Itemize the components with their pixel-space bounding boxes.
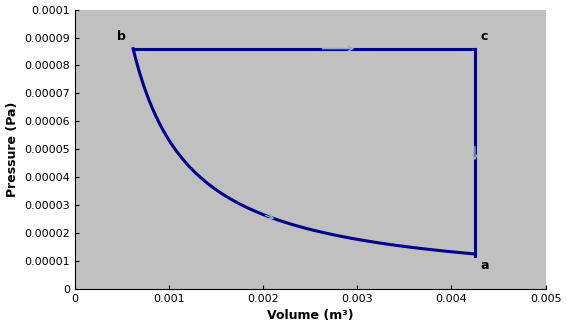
Y-axis label: Pressure (Pa): Pressure (Pa) (6, 102, 19, 197)
Text: a: a (481, 259, 489, 272)
Text: c: c (481, 30, 488, 43)
Text: b: b (117, 30, 125, 43)
X-axis label: Volume (m³): Volume (m³) (267, 309, 353, 322)
